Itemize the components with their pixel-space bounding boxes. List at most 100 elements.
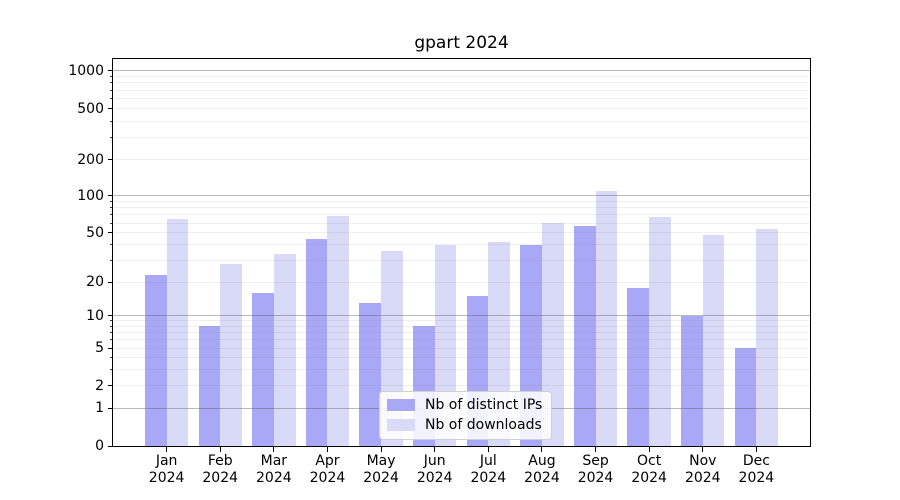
y-tick-label: 5 [95, 340, 104, 357]
x-tick [380, 447, 382, 452]
y-minor-tick [110, 368, 113, 370]
x-tick-label: Mar 2024 [256, 453, 292, 486]
x-tick [219, 447, 221, 452]
x-tick-label: Feb 2024 [202, 453, 239, 486]
y-minor-tick [110, 325, 113, 327]
chart-title: gpart 2024 [414, 33, 509, 53]
y-tick-label: 50 [86, 224, 104, 241]
minor-gridline [113, 281, 810, 283]
minor-gridline [113, 89, 810, 91]
y-minor-tick [110, 207, 113, 209]
y-minor-tick [110, 89, 113, 91]
y-tick [108, 347, 113, 349]
minor-gridline [113, 214, 810, 216]
minor-gridline [113, 356, 810, 358]
legend-item-downloads: Nb of downloads [387, 416, 542, 434]
legend-swatch-downloads [387, 419, 415, 431]
legend-label-downloads: Nb of downloads [425, 417, 542, 433]
legend: Nb of distinct IPs Nb of downloads [379, 391, 553, 440]
y-minor-tick [110, 120, 113, 122]
y-minor-tick [110, 136, 113, 138]
minor-gridline [113, 325, 810, 327]
y-tick [108, 385, 113, 387]
minor-gridline [113, 136, 810, 138]
bar-downloads-nov [702, 235, 725, 446]
y-tick-label: 20 [86, 274, 104, 291]
minor-gridline [113, 347, 810, 349]
bar-downloads-apr [327, 215, 350, 446]
y-tick [108, 159, 113, 161]
plot-canvas [113, 59, 810, 446]
y-minor-tick [110, 331, 113, 333]
y-minor-tick [110, 222, 113, 224]
minor-gridline [113, 108, 810, 110]
x-tick-label: Jun 2024 [416, 453, 453, 486]
minor-gridline [113, 320, 810, 322]
y-tick-label: 100 [77, 187, 104, 204]
y-tick-label: 200 [77, 151, 104, 168]
y-minor-tick [110, 259, 113, 261]
y-tick-label: 2 [95, 377, 104, 394]
minor-gridline [113, 82, 810, 84]
x-tick [166, 447, 168, 452]
x-tick-label: Aug 2024 [524, 453, 560, 486]
x-tick-label: Oct 2024 [631, 453, 667, 486]
bar-ips-apr [305, 238, 328, 446]
x-tick-label: Nov 2024 [684, 453, 721, 486]
y-tick-label: 10 [86, 307, 104, 324]
y-minor-tick [110, 214, 113, 216]
minor-gridline [113, 207, 810, 209]
y-minor-tick [110, 339, 113, 341]
y-tick-label: 500 [77, 100, 104, 117]
y-tick [108, 108, 113, 110]
bar-ips-dec [734, 348, 757, 446]
x-tick [273, 447, 275, 452]
x-tick [541, 447, 543, 452]
x-tick [702, 447, 704, 452]
minor-gridline [113, 339, 810, 341]
y-minor-tick [110, 200, 113, 202]
x-tick [755, 447, 757, 452]
x-tick [595, 447, 597, 452]
y-tick [108, 195, 113, 197]
major-gridline [113, 315, 810, 317]
x-tick-label: May 2024 [363, 453, 399, 486]
y-tick [108, 70, 113, 72]
y-tick-label: 1 [95, 400, 104, 417]
y-tick [108, 232, 113, 234]
legend-swatch-distinct-ips [387, 399, 415, 411]
y-tick-label: 0 [95, 438, 104, 454]
minor-gridline [113, 75, 810, 77]
y-tick [108, 315, 113, 317]
legend-item-distinct-ips: Nb of distinct IPs [387, 396, 542, 414]
bar-ips-nov [681, 315, 703, 446]
x-tick-label: Sep 2024 [577, 453, 614, 486]
minor-gridline [113, 120, 810, 122]
bar-downloads-aug [541, 223, 564, 446]
x-tick-label: Jan 2024 [148, 453, 185, 486]
minor-gridline [113, 159, 810, 161]
bar-ips-sep [573, 225, 596, 446]
bar-ips-feb [198, 326, 221, 446]
y-minor-tick [110, 75, 113, 77]
y-minor-tick [110, 320, 113, 322]
y-minor-tick [110, 356, 113, 358]
x-tick [434, 447, 436, 452]
x-tick-label: Dec 2024 [738, 453, 775, 486]
y-tick-label: 1000 [68, 62, 104, 79]
minor-gridline [113, 244, 810, 246]
major-gridline [113, 195, 810, 197]
minor-gridline [113, 368, 810, 370]
bar-downloads-feb [220, 264, 242, 446]
bar-ips-jan [144, 274, 167, 446]
minor-gridline [113, 232, 810, 234]
minor-gridline [113, 200, 810, 202]
minor-gridline [113, 98, 810, 100]
y-tick [108, 407, 113, 409]
y-tick [108, 445, 113, 447]
bar-downloads-oct [649, 217, 671, 446]
x-tick [648, 447, 650, 452]
legend-label-distinct-ips: Nb of distinct IPs [425, 397, 543, 413]
y-minor-tick [110, 82, 113, 84]
